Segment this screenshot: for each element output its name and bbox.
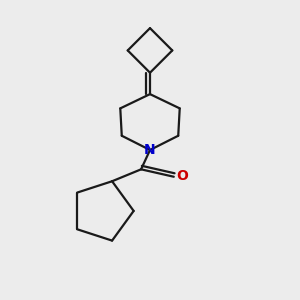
Text: O: O xyxy=(176,169,188,183)
Text: N: N xyxy=(144,143,156,157)
